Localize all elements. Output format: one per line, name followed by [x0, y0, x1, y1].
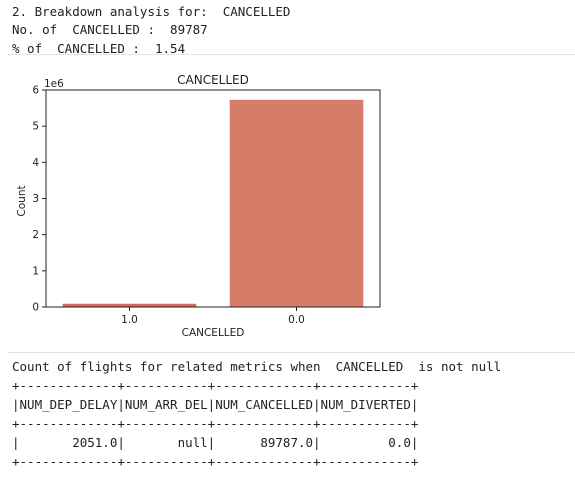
- table-heading: Count of flights for related metrics whe…: [12, 359, 502, 374]
- table-data-row: | 2051.0| null| 89787.0| 0.0|: [12, 435, 419, 450]
- y-axis-label: Count: [16, 185, 28, 216]
- table-border-mid: +-------------+-----------+-------------…: [12, 416, 419, 431]
- bar-chart: CANCELLED 1e6 Count CANCELLED 0 1 2 3 4 5 6 1.…: [0, 64, 575, 344]
- output-divider-2: [8, 352, 575, 353]
- table-border-bottom: +-------------+-----------+-------------…: [12, 454, 419, 469]
- y-axis-offset-label: 1e6: [44, 78, 64, 90]
- table-border-top: +-------------+-----------+-------------…: [12, 378, 419, 393]
- plot-frame: [45, 89, 381, 308]
- y-tick-label: 4: [32, 157, 39, 169]
- bar-chart-svg: CANCELLED 1e6 Count CANCELLED 0 1 2 3 4 5 6 1.…: [16, 73, 381, 339]
- x-axis-label: CANCELLED: [182, 327, 245, 339]
- analysis-title-line: 2. Breakdown analysis for: CANCELLED: [12, 4, 291, 19]
- bar-1.0: [62, 303, 197, 307]
- y-tick-label: 1: [32, 265, 39, 277]
- x-ticks-group: 1.0 0.0: [121, 307, 305, 326]
- cancelled-percent-line: % of CANCELLED : 1.54: [12, 41, 186, 56]
- y-tick-label: 5: [32, 121, 39, 133]
- y-ticks-group: 0 1 2 3 4 5 6: [32, 85, 46, 314]
- y-tick-label: 0: [32, 302, 39, 314]
- table-header-row: |NUM_DEP_DELAY|NUM_ARR_DEL|NUM_CANCELLED…: [12, 397, 419, 412]
- output-divider: [8, 54, 575, 55]
- y-tick-label: 3: [32, 193, 39, 205]
- x-tick-label: 0.0: [288, 314, 305, 326]
- x-tick-label: 1.0: [121, 314, 138, 326]
- y-tick-label: 2: [32, 229, 39, 241]
- chart-title: CANCELLED: [177, 73, 249, 87]
- cancelled-count-line: No. of CANCELLED : 89787: [12, 22, 208, 37]
- bars-group: [62, 99, 364, 307]
- bar-0.0: [229, 99, 364, 307]
- y-tick-label: 6: [32, 85, 39, 97]
